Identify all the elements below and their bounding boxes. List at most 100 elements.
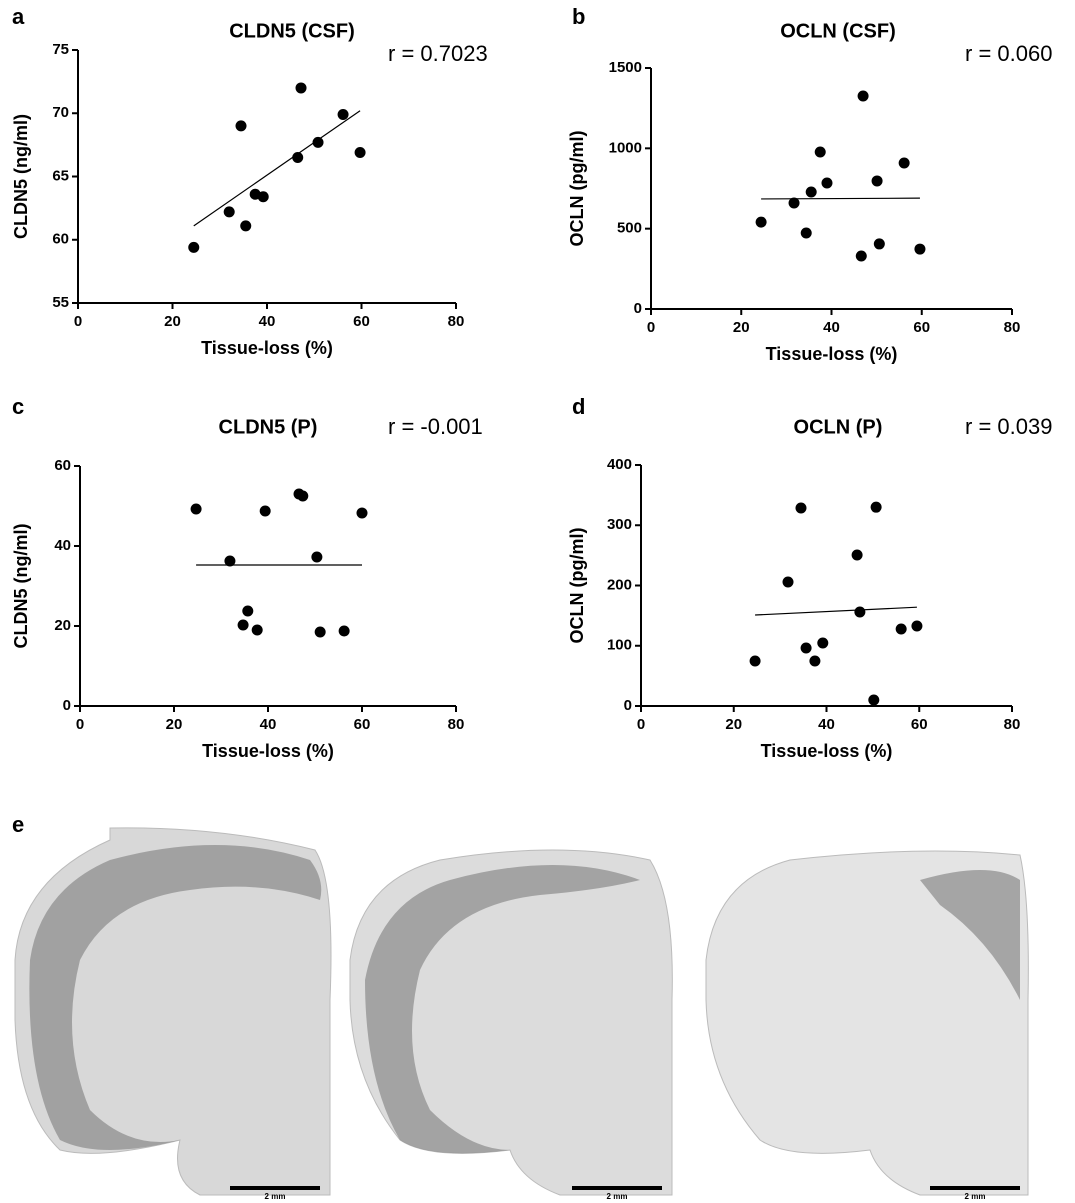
x-tick-label: 20 — [725, 716, 742, 733]
y-tick-label: 300 — [607, 516, 632, 533]
x-tick-label: 20 — [166, 716, 183, 733]
point — [237, 619, 249, 631]
cortex-1 — [29, 845, 322, 1150]
point — [251, 624, 263, 636]
point — [224, 555, 236, 567]
point — [898, 157, 910, 169]
point — [851, 549, 863, 561]
cortex-3 — [920, 870, 1020, 1000]
point — [795, 502, 807, 514]
point — [749, 655, 761, 667]
y-tick-label: 0 — [634, 300, 642, 317]
panel-label: d — [572, 394, 585, 419]
point — [871, 175, 883, 187]
x-axis-label: Tissue-loss (%) — [201, 338, 333, 358]
point — [788, 197, 800, 209]
x-tick-label: 40 — [260, 716, 277, 733]
y-tick-label: 100 — [607, 637, 632, 654]
x-tick-label: 40 — [823, 319, 840, 336]
point — [800, 227, 812, 239]
fit-line — [755, 606, 917, 616]
y-axis-label: CLDN5 (ng/ml) — [11, 114, 31, 239]
point — [314, 626, 326, 638]
chart-title: OCLN (P) — [794, 416, 883, 438]
x-tick-label: 0 — [647, 319, 655, 336]
y-tick-label: 1000 — [609, 139, 642, 156]
x-tick-label: 40 — [259, 313, 276, 330]
y-tick-label: 20 — [54, 617, 71, 634]
x-tick-label: 0 — [74, 313, 82, 330]
fit-line — [193, 110, 361, 227]
point — [297, 490, 309, 502]
x-tick-label: 20 — [164, 313, 181, 330]
point — [223, 206, 235, 218]
chart-title: CLDN5 (CSF) — [229, 20, 355, 42]
y-axis-label: OCLN (pg/ml) — [567, 131, 587, 247]
point — [782, 576, 794, 588]
x-tick-label: 60 — [913, 319, 930, 336]
point — [800, 642, 812, 654]
point — [817, 637, 829, 649]
x-axis-label: Tissue-loss (%) — [766, 344, 898, 364]
x-tick-label: 60 — [354, 716, 371, 733]
x-tick-label: 80 — [448, 716, 465, 733]
cortex-2 — [365, 865, 640, 1154]
y-tick-label: 70 — [52, 104, 69, 121]
scale-bar-label: 2 mm — [607, 1192, 628, 1201]
point — [870, 501, 882, 513]
point — [338, 625, 350, 637]
point — [895, 623, 907, 635]
panel-label: c — [12, 394, 24, 419]
x-tick-label: 20 — [733, 319, 750, 336]
y-tick-label: 55 — [52, 294, 69, 311]
point — [821, 177, 833, 189]
x-tick-label: 60 — [911, 716, 928, 733]
x-tick-label: 40 — [818, 716, 835, 733]
point — [295, 82, 307, 94]
x-axis-label: Tissue-loss (%) — [202, 741, 334, 761]
point — [356, 507, 368, 519]
x-axis-label: Tissue-loss (%) — [761, 741, 893, 761]
point — [188, 241, 200, 253]
x-tick-label: 80 — [1004, 319, 1021, 336]
point — [235, 120, 247, 132]
y-tick-label: 65 — [52, 167, 69, 184]
point — [805, 186, 817, 198]
y-axis-label: OCLN (pg/ml) — [567, 528, 587, 644]
x-tick-label: 80 — [1004, 716, 1021, 733]
scale-bar-label: 2 mm — [265, 1192, 286, 1201]
point — [854, 606, 866, 618]
point — [337, 109, 349, 121]
point — [755, 216, 767, 228]
scale-bar — [930, 1186, 1020, 1190]
point — [354, 146, 366, 158]
annotation: r = 0.060 — [965, 41, 1052, 66]
y-tick-label: 75 — [52, 41, 69, 58]
point — [312, 136, 324, 148]
panel-label: b — [572, 4, 585, 29]
panel-label: a — [12, 4, 25, 29]
point — [257, 191, 269, 203]
annotation: r = -0.001 — [388, 414, 483, 439]
point — [873, 238, 885, 250]
annotation: r = 0.039 — [965, 414, 1052, 439]
y-tick-label: 0 — [63, 697, 71, 714]
x-tick-label: 60 — [353, 313, 370, 330]
point — [857, 90, 869, 102]
point — [809, 655, 821, 667]
point — [911, 620, 923, 632]
panel-label: e — [12, 812, 24, 837]
point — [814, 146, 826, 158]
y-tick-label: 400 — [607, 456, 632, 473]
section-3 — [705, 850, 1029, 1196]
point — [311, 551, 323, 563]
y-tick-label: 40 — [54, 537, 71, 554]
y-tick-label: 200 — [607, 576, 632, 593]
x-tick-label: 0 — [76, 716, 84, 733]
chart-title: CLDN5 (P) — [219, 416, 318, 438]
point — [240, 220, 252, 232]
point — [190, 503, 202, 515]
point — [914, 243, 926, 255]
x-tick-label: 80 — [448, 313, 465, 330]
